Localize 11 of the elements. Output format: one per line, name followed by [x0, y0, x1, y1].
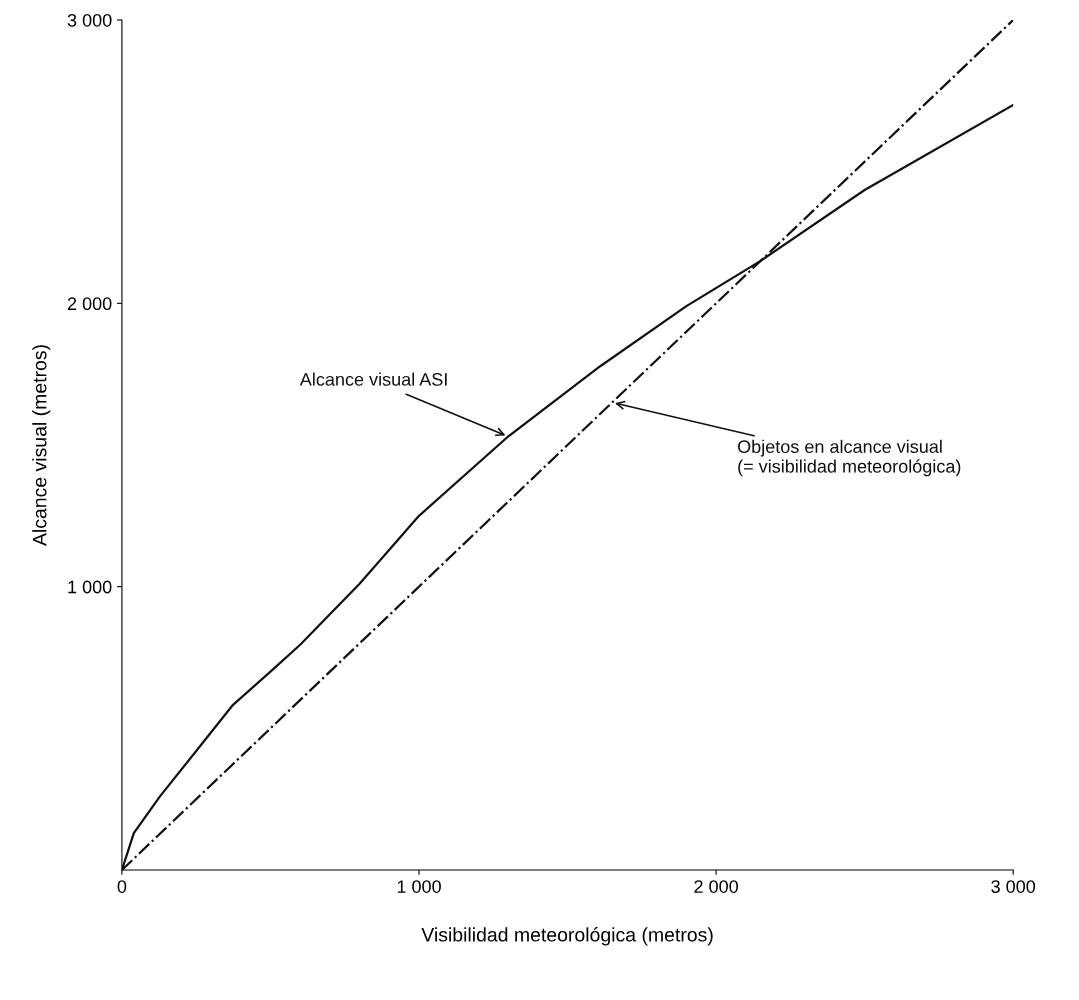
- y-tick-label: 2 000: [67, 297, 112, 311]
- x-axis-title: Visibilidad meteorológica (metros): [421, 927, 713, 946]
- x-tick-label: 2 000: [694, 880, 738, 893]
- annotation: Objetos en alcance visual (= visibilidad meteorológica): [737, 439, 961, 477]
- y-tick-label: 3 000: [67, 13, 112, 27]
- x-tick-label: 1 000: [397, 880, 441, 893]
- x-tick-label: 3 000: [991, 880, 1036, 893]
- annotation: Alcance visual ASI: [299, 372, 447, 386]
- y-axis-title: Alcance visual (metros): [32, 345, 51, 546]
- y-tick-label: 1 000: [68, 580, 112, 594]
- x-tick-label: 0: [117, 880, 127, 893]
